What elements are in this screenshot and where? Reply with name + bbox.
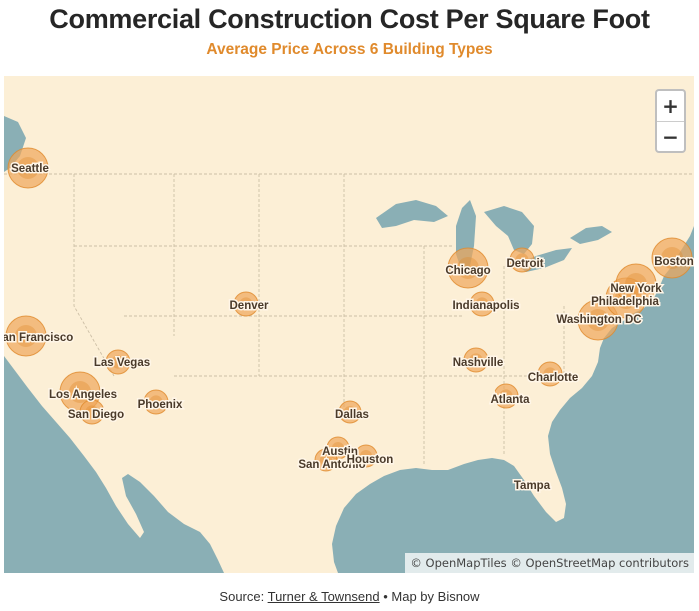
city-marker-atlanta[interactable] (493, 383, 519, 409)
city-marker-seattle[interactable] (7, 147, 49, 189)
page-subtitle: Average Price Across 6 Building Types (206, 41, 493, 58)
footer-suffix: • Map by Bisnow (379, 589, 480, 604)
city-marker-core-new-york (625, 273, 647, 295)
city-label-indianapolis: Indianapolis (452, 300, 519, 312)
city-marker-phoenix[interactable] (143, 389, 169, 415)
city-marker-core-nashville (469, 353, 483, 367)
city-marker-core-los-angeles (69, 381, 91, 403)
land-mass (4, 76, 694, 573)
city-label-tampa: Tampa (514, 480, 551, 492)
city-label-houston: Houston (347, 454, 394, 466)
map-canvas[interactable]: Seattle San Francisco Los Angeles San Diego… (4, 76, 694, 573)
city-marker-san-antonio[interactable] (314, 448, 338, 472)
city-marker-washington-dc[interactable] (577, 299, 619, 341)
city-marker-denver[interactable] (233, 291, 259, 317)
city-label-los-angeles: Los Angeles (49, 389, 117, 401)
footer: Source: Turner & Townsend • Map by Bisno… (0, 589, 699, 604)
state-borders (4, 173, 694, 466)
city-marker-core-boston (661, 247, 683, 269)
city-marker-charlotte[interactable] (537, 361, 563, 387)
city-marker-las-vegas[interactable] (105, 349, 131, 375)
city-label-atlanta: Atlanta (491, 394, 531, 406)
city-marker-core-san-francisco (15, 325, 37, 347)
zoom-out-button[interactable]: − (662, 125, 679, 149)
city-marker-core-charlotte (543, 367, 557, 381)
city-label-las-vegas: Las Vegas (94, 357, 150, 369)
footer-prefix: Source: (219, 589, 268, 604)
city-label-nashville: Nashville (453, 357, 504, 369)
city-marker-core-phoenix (149, 395, 163, 409)
city-marker-detroit[interactable] (509, 247, 535, 273)
city-marker-core-las-vegas (111, 355, 125, 369)
city-label-dallas: Dallas (335, 409, 369, 421)
city-marker-core-dallas (343, 405, 357, 419)
city-label-new-york: New York (610, 283, 662, 295)
city-label-philadelphia: Philadelphia (591, 296, 659, 308)
city-marker-san-francisco[interactable] (5, 315, 47, 357)
city-marker-boston[interactable] (651, 237, 693, 279)
city-label-denver: Denver (230, 300, 270, 312)
page-title: Commercial Construction Cost Per Square … (49, 4, 650, 34)
city-marker-core-washington-dc (587, 309, 609, 331)
city-markers: Seattle San Francisco Los Angeles San Diego… (4, 147, 694, 494)
city-marker-chicago[interactable] (447, 247, 489, 289)
map[interactable]: Seattle San Francisco Los Angeles San Diego… (4, 76, 694, 573)
city-marker-indianapolis[interactable] (469, 291, 495, 317)
city-marker-dallas[interactable] (338, 400, 362, 424)
city-label-austin: Austin (322, 446, 358, 458)
city-label-chicago: Chicago (445, 265, 490, 277)
city-marker-core-austin (331, 441, 345, 455)
city-marker-core-chicago (457, 257, 479, 279)
zoom-controls: + − (655, 89, 686, 153)
city-label-washington-dc: Washington DC (556, 314, 641, 326)
city-marker-houston[interactable] (354, 444, 378, 468)
city-marker-core-san-diego (85, 405, 99, 419)
city-marker-core-detroit (515, 253, 529, 267)
puget-sound (4, 116, 26, 172)
city-marker-core-denver (239, 297, 253, 311)
city-marker-core-san-antonio (319, 453, 333, 467)
zoom-in-button[interactable]: + (657, 91, 684, 122)
city-marker-san-diego[interactable] (79, 399, 105, 425)
city-marker-new-york[interactable] (615, 263, 657, 305)
city-label-charlotte: Charlotte (528, 372, 578, 384)
city-marker-nashville[interactable] (463, 347, 489, 373)
city-marker-core-seattle (17, 157, 39, 179)
city-label-phoenix: Phoenix (138, 399, 183, 411)
city-label-san-diego: San Diego (68, 409, 124, 421)
city-label-san-francisco: San Francisco (4, 332, 73, 344)
map-attribution[interactable]: © OpenMapTiles © OpenStreetMap contribut… (405, 553, 694, 573)
city-label-seattle: Seattle (11, 163, 49, 175)
city-label-san-antonio: San Antonio (298, 459, 365, 471)
city-label-detroit: Detroit (506, 258, 543, 270)
city-label-boston: Boston (654, 256, 694, 268)
city-marker-core-atlanta (499, 389, 513, 403)
source-link[interactable]: Turner & Townsend (267, 589, 380, 604)
city-marker-core-indianapolis (475, 297, 489, 311)
city-marker-core-houston (359, 449, 373, 463)
